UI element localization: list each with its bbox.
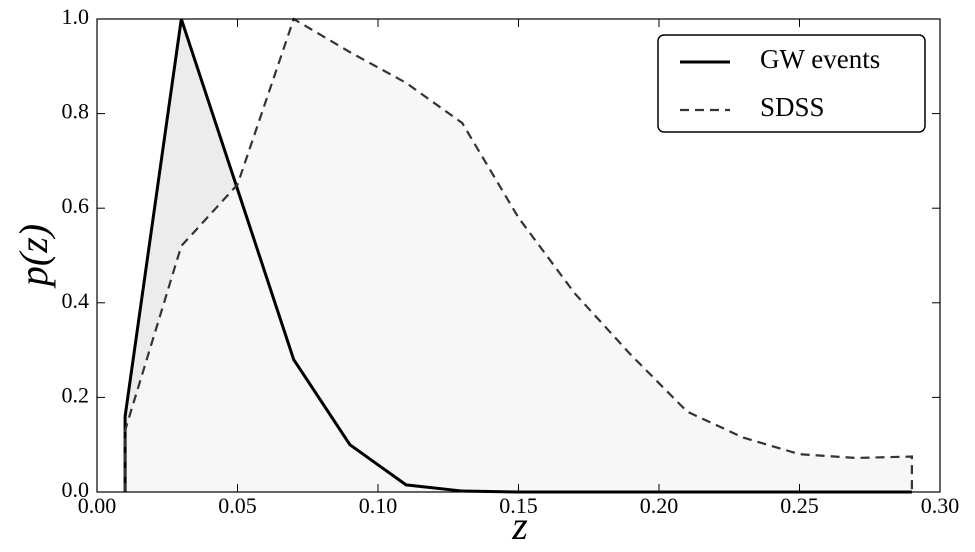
legend-box (657, 34, 926, 133)
y-tick-label: 1.0 (62, 4, 90, 29)
x-tick-label: 0.25 (780, 493, 819, 518)
legend-label: SDSS (760, 92, 825, 122)
legend-label: GW events (760, 44, 880, 74)
y-tick-label: 0.0 (62, 477, 90, 502)
y-axis-label: p(z) (11, 224, 56, 289)
x-tick-label: 0.30 (921, 493, 960, 518)
y-tick-label: 0.8 (62, 99, 90, 124)
x-tick-label: 0.10 (359, 493, 398, 518)
x-tick-label: 0.20 (640, 493, 679, 518)
x-tick-label: 0.05 (218, 493, 257, 518)
y-tick-label: 0.2 (62, 382, 90, 407)
x-tick-label: 0.00 (78, 493, 117, 518)
y-tick-label: 0.4 (62, 288, 90, 313)
x-tick-label: 0.15 (499, 493, 538, 518)
area-fill (125, 19, 912, 492)
x-axis-label: z (511, 503, 528, 548)
series-line (124, 17, 913, 492)
y-tick-label: 0.6 (62, 193, 90, 218)
